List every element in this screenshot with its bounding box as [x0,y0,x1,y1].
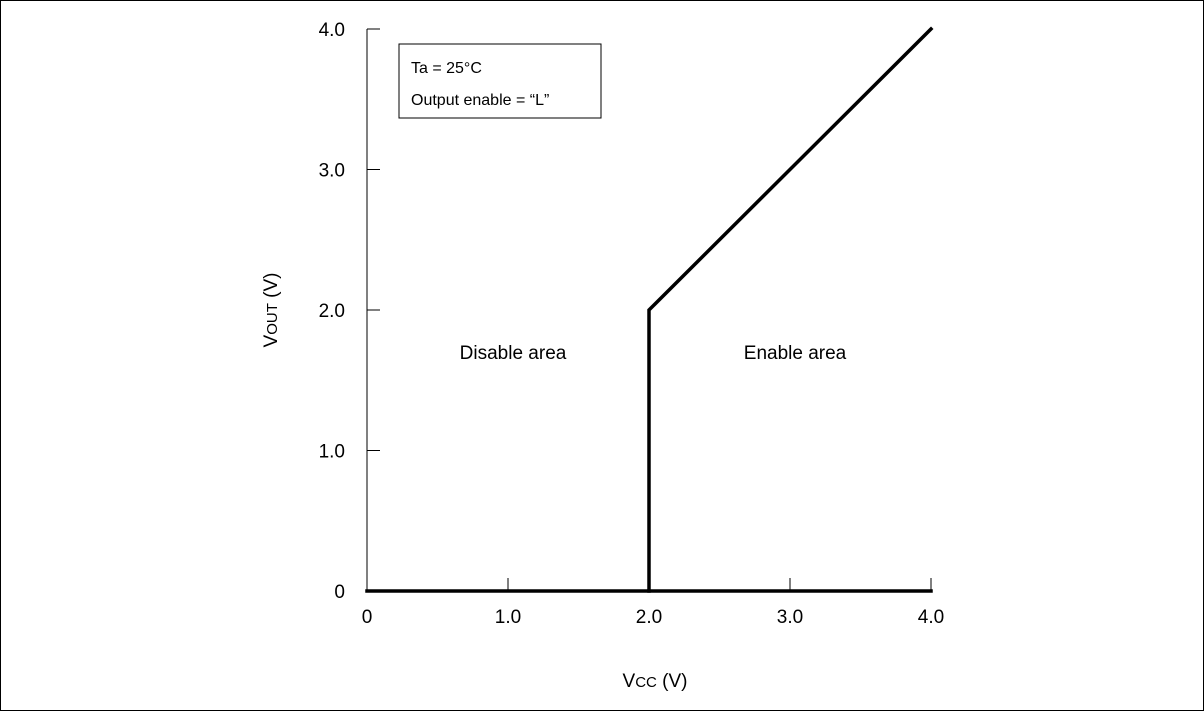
y-axis-label: VOUT (V) [261,273,282,348]
annotation-enable-area: Enable area [744,343,847,364]
x-axis-label: VCC (V) [623,671,688,692]
x-axis-label-main: V [623,671,636,692]
y-tick-label: 2.0 [319,301,345,322]
y-tick-label: 1.0 [319,442,345,463]
y-axis-label-main: V [261,334,282,347]
y-axis-label-unit: (V) [261,273,282,304]
ticks: 0 1.0 2.0 3.0 4.0 0 1.0 2.0 3.0 4.0 [319,20,945,628]
y-tick-label: 3.0 [319,161,345,182]
y-axis-label-sub: OUT [264,303,281,335]
series-line-1 [365,26,934,593]
conditions-box-border [398,43,602,119]
y-tick-label: 0 [334,582,345,603]
x-tick-label: 2.0 [636,607,662,628]
x-axis-label-sub: CC [635,674,657,691]
y-tick-label: 4.0 [319,20,345,41]
series-layer [365,26,934,593]
annotation-disable-area: Disable area [460,343,567,364]
x-tick-label: 0 [362,607,373,628]
x-tick-label: 1.0 [495,607,521,628]
x-axis-label-unit: (V) [657,671,688,692]
x-tick-label: 4.0 [918,607,944,628]
x-tick-label: 3.0 [777,607,803,628]
conditions-box: Ta = 25°C Output enable = “L” [398,43,602,119]
condition-output-enable: Output enable = “L” [411,92,549,109]
condition-temperature: Ta = 25°C [411,60,482,77]
